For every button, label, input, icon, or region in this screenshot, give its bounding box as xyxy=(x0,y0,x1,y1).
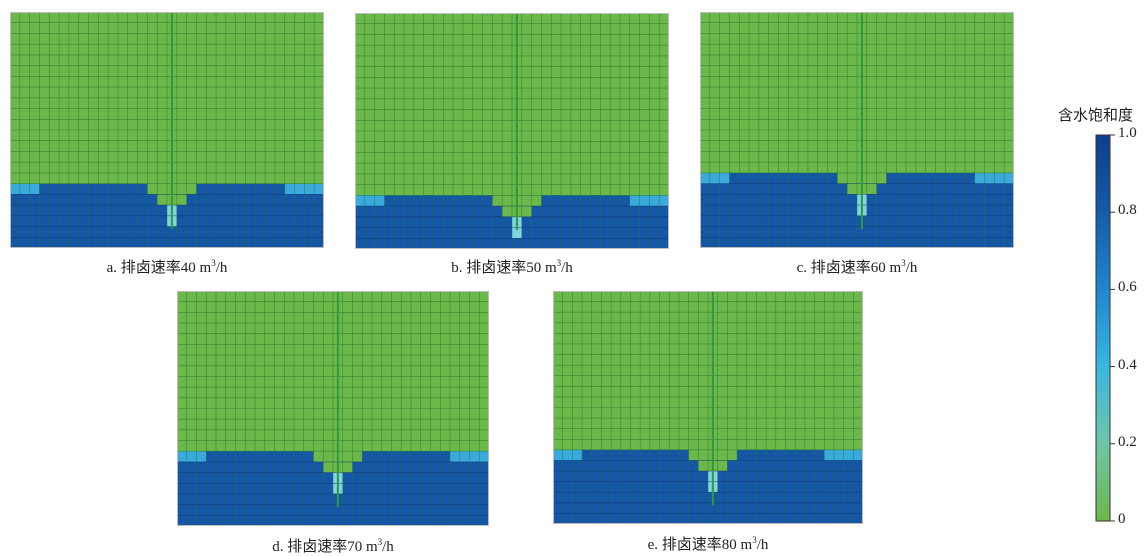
colorbar-tick-label: 0 xyxy=(1118,511,1126,527)
saturation-grid-c xyxy=(700,12,1014,248)
colorbar-tick-label: 0.8 xyxy=(1118,202,1137,219)
caption-a: a. 排卤速率40 m3/h xyxy=(106,258,228,276)
saturation-grid-d xyxy=(177,291,489,526)
saturation-grid-a xyxy=(10,12,324,248)
panel-d xyxy=(177,291,489,526)
colorbar-tick-label: 0.2 xyxy=(1118,433,1137,450)
grid-lines xyxy=(700,12,1014,248)
panel-e xyxy=(553,291,863,524)
saturation-grid-e xyxy=(553,291,863,524)
caption-e: e. 排卤速率80 m3/h xyxy=(647,535,769,553)
panel-border xyxy=(10,12,324,248)
colorbar-gradient xyxy=(1095,134,1111,522)
legend-title: 含水饱和度 xyxy=(1058,108,1134,124)
colorbar-tick-label: 1.0 xyxy=(1118,125,1137,141)
saturation-field xyxy=(700,12,1014,248)
panel-c xyxy=(700,12,1014,248)
colorbar-tick-label: 0.6 xyxy=(1118,279,1137,296)
panel-border xyxy=(553,291,863,524)
grid-lines xyxy=(10,12,324,248)
panel-border xyxy=(177,291,489,526)
grid-lines xyxy=(355,13,669,249)
panel-border xyxy=(700,12,1014,248)
caption-d: d. 排卤速率70 m3/h xyxy=(272,537,394,555)
saturation-grid-b xyxy=(355,13,669,249)
colorbar-tick-label: 0.4 xyxy=(1118,356,1137,373)
grid-lines xyxy=(553,291,863,524)
saturation-field xyxy=(177,291,489,526)
panel-border xyxy=(355,13,669,249)
colorbar xyxy=(1095,134,1147,531)
caption-c: c. 排卤速率60 m3/h xyxy=(796,258,918,276)
caption-b: b. 排卤速率50 m3/h xyxy=(451,258,573,276)
saturation-field xyxy=(355,13,669,249)
panel-b xyxy=(355,13,669,249)
panel-a xyxy=(10,12,324,248)
colorbar-svg xyxy=(1095,134,1115,522)
grid-lines xyxy=(177,291,489,526)
